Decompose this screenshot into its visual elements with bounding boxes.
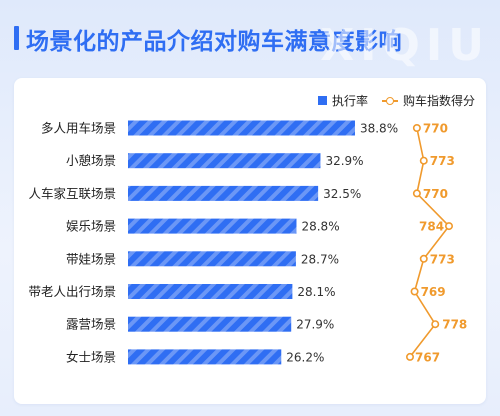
- bar-value-label: 32.9%: [325, 154, 363, 168]
- bar: [128, 316, 292, 332]
- score-point: [419, 156, 428, 165]
- bar-value-label: 28.1%: [297, 285, 335, 299]
- bar: [128, 185, 319, 201]
- score-value-label: 773: [430, 154, 455, 168]
- score-point: [444, 222, 453, 231]
- bar-value-label: 38.8%: [360, 122, 398, 136]
- legend-bar-swatch: [318, 96, 327, 105]
- score-value-label: 770: [423, 187, 448, 201]
- chart-title: 场景化的产品介绍对购车满意度影响: [26, 29, 402, 55]
- bars-layer: 多人用车场景 38.8% 小憩场景 32.9% 人车家互联场景 32.5% 娱乐场景 28.8…: [28, 120, 398, 365]
- bar: [128, 218, 297, 234]
- bar-value-label: 26.2%: [286, 350, 324, 364]
- chart-legend: 执行率 购车指数得分: [318, 92, 475, 109]
- bar: [128, 284, 293, 299]
- bar: [128, 251, 296, 267]
- watermark-text: XIQIU: [320, 20, 490, 71]
- score-point: [419, 254, 428, 263]
- line-layer: 770 773 770 784 773 769 778 767: [405, 122, 467, 364]
- bar: [128, 349, 282, 365]
- bar-value-label: 28.8%: [301, 220, 339, 234]
- bar-value-label: 32.5%: [323, 187, 361, 201]
- category-label: 带娃场景: [66, 251, 116, 266]
- bar: [128, 153, 321, 169]
- score-value-label: 769: [421, 285, 446, 299]
- score-point: [410, 287, 419, 296]
- score-value-label: 773: [430, 252, 455, 266]
- category-label: 带老人出行场景: [28, 284, 116, 299]
- title-accent-bar: [14, 26, 19, 50]
- score-point: [405, 352, 414, 361]
- legend-line-swatch: [382, 96, 399, 105]
- category-label: 娱乐场景: [66, 219, 116, 234]
- score-point: [431, 320, 440, 329]
- legend-bar-label: 执行率: [332, 94, 369, 108]
- category-label: 露营场景: [66, 317, 116, 332]
- category-label: 多人用车场景: [41, 121, 116, 136]
- score-line: [409, 127, 451, 358]
- bar-value-label: 27.9%: [296, 318, 334, 332]
- legend-line-label: 购车指数得分: [403, 94, 476, 108]
- score-value-label: 778: [442, 318, 467, 332]
- score-point: [412, 124, 421, 133]
- score-value-label: 767: [415, 350, 440, 364]
- category-label: 女士场景: [66, 349, 116, 364]
- score-value-label: 770: [423, 122, 448, 136]
- bar: [128, 120, 355, 136]
- score-value-label: 784: [419, 220, 444, 234]
- bar-value-label: 28.7%: [301, 252, 339, 266]
- category-label: 人车家互联场景: [28, 186, 116, 201]
- category-label: 小憩场景: [66, 153, 116, 168]
- score-point: [412, 189, 421, 198]
